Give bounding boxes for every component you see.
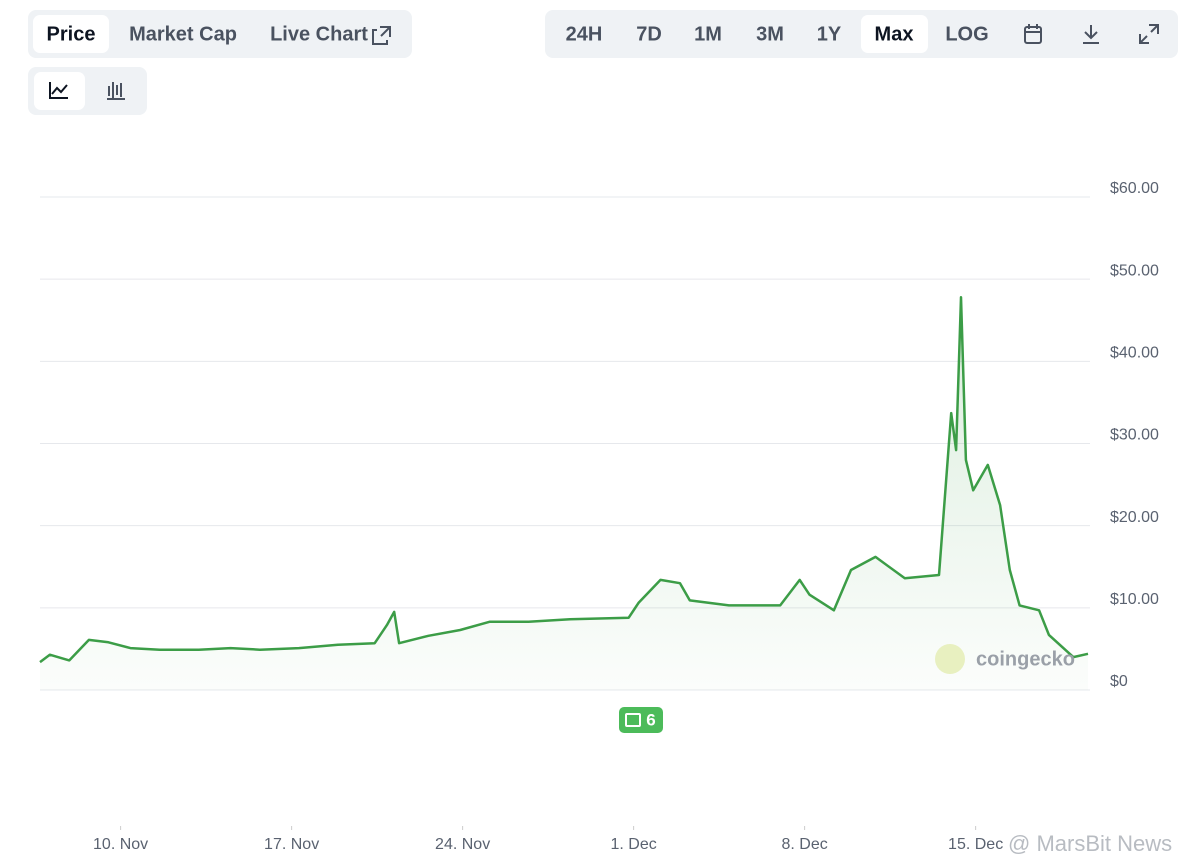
range-button[interactable]: 3M	[756, 23, 784, 45]
external-link-icon	[372, 26, 391, 45]
y-tick-label: $30.00	[1110, 427, 1159, 444]
fullscreen-button[interactable]	[1139, 24, 1159, 44]
news-count: 6	[646, 710, 655, 729]
credit: @ MarsBit News	[1008, 831, 1172, 856]
tab-button[interactable]: Market Cap	[129, 23, 237, 45]
price-line	[39, 295, 1089, 664]
news-icon	[625, 713, 641, 727]
tab-button[interactable]: Live Chart	[270, 23, 368, 45]
tab-selected	[33, 15, 109, 53]
y-tick-label: $0	[1110, 673, 1128, 690]
y-tick-label: $40.00	[1110, 345, 1159, 362]
candle-view-button[interactable]	[107, 82, 125, 100]
watermark-logo	[935, 644, 965, 674]
range-button[interactable]: 1M	[694, 23, 722, 45]
x-tick-label: 8. Dec	[781, 836, 827, 853]
calendar-button[interactable]	[1024, 24, 1042, 44]
range-button[interactable]: 7D	[636, 23, 662, 45]
range-selected	[861, 15, 928, 53]
range-button[interactable]: LOG	[945, 23, 988, 45]
range-button[interactable]: Max	[875, 23, 914, 45]
x-tick-label: 17. Nov	[264, 836, 319, 853]
x-tick-label: 1. Dec	[610, 836, 656, 853]
y-tick-label: $60.00	[1110, 180, 1159, 197]
y-tick-label: $10.00	[1110, 591, 1159, 608]
range-button[interactable]: 24H	[566, 23, 603, 45]
range-button[interactable]: 1Y	[817, 23, 842, 45]
x-tick-label: 15. Dec	[948, 836, 1003, 853]
x-tick-label: 24. Nov	[435, 836, 490, 853]
tab-group	[28, 10, 412, 58]
download-button[interactable]	[1083, 25, 1099, 44]
x-tick-label: 10. Nov	[93, 836, 148, 853]
y-tick-label: $20.00	[1110, 509, 1159, 526]
watermark: coingecko	[976, 648, 1075, 670]
price-area	[40, 297, 1088, 690]
line-icon	[49, 82, 68, 99]
tab-button[interactable]: Price	[47, 23, 96, 45]
y-tick-label: $50.00	[1110, 262, 1159, 279]
